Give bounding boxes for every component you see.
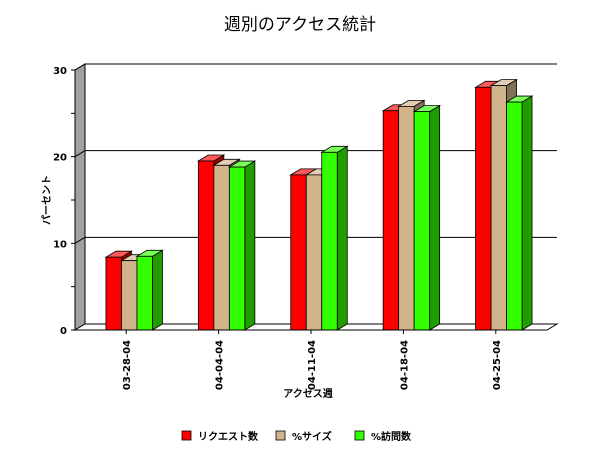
bar-front [382,110,400,331]
legend-label: リクエスト数 [198,430,259,443]
legend-label: %訪問数 [371,430,412,443]
bar-front [290,174,307,331]
bar-front [398,106,415,331]
bar-side [244,160,256,331]
bar [412,104,442,331]
bars [104,78,534,331]
bar-side [152,249,163,331]
bar [227,160,257,331]
axes [71,69,547,334]
bar-front [213,164,230,331]
bar-front [321,151,338,331]
x-axis-label: アクセス週 [283,388,333,400]
gridline-side [74,150,86,158]
y-tick-label: 30 [53,66,67,77]
bar [135,249,164,331]
x-tick-label: 04-11-04 [307,340,318,390]
bar-front [413,111,431,331]
gridline-side [74,63,86,71]
y-tick-label: 0 [60,326,67,337]
bar-front [506,101,523,331]
y-tick-label: 10 [53,239,67,250]
chart-title: 週別のアクセス統計 [224,15,376,35]
x-tick-label: 04-18-04 [399,340,410,390]
legend-item: %サイズ [275,430,332,443]
bar [320,145,349,331]
x-tick-label: 03-28-04 [122,340,133,390]
bar-front [490,85,507,331]
legend-swatch [181,430,192,441]
legend: リクエスト数 %サイズ %訪問数 [181,430,412,443]
legend-swatch [354,430,365,441]
y-tick-labels: 0 10 20 30 [53,66,67,337]
y-axis-label: パーセント [41,175,53,225]
bar-front [105,256,122,331]
bar-front [475,86,492,331]
bar-front [136,255,153,331]
x-tick-labels: 03-28-04 04-04-04 04-11-04 04-18-04 04-25-04 [122,340,503,390]
bar-side [521,95,533,331]
x-tick-label: 04-04-04 [215,340,226,390]
bar-front [305,174,323,331]
bar-side [336,145,348,331]
legend-item: %訪問数 [354,430,412,443]
gridline-side [74,236,86,244]
legend-label: %サイズ [292,430,332,443]
bar-front [121,260,138,331]
bar [505,95,534,331]
legend-item: リクエスト数 [181,430,259,443]
x-tick-label: 04-25-04 [492,340,503,390]
legend-swatch [275,430,286,441]
bar-side [429,104,441,331]
bar-front [197,160,215,331]
left-wall [74,63,86,331]
y-tick-label: 20 [53,153,67,164]
bar-front [228,166,246,331]
